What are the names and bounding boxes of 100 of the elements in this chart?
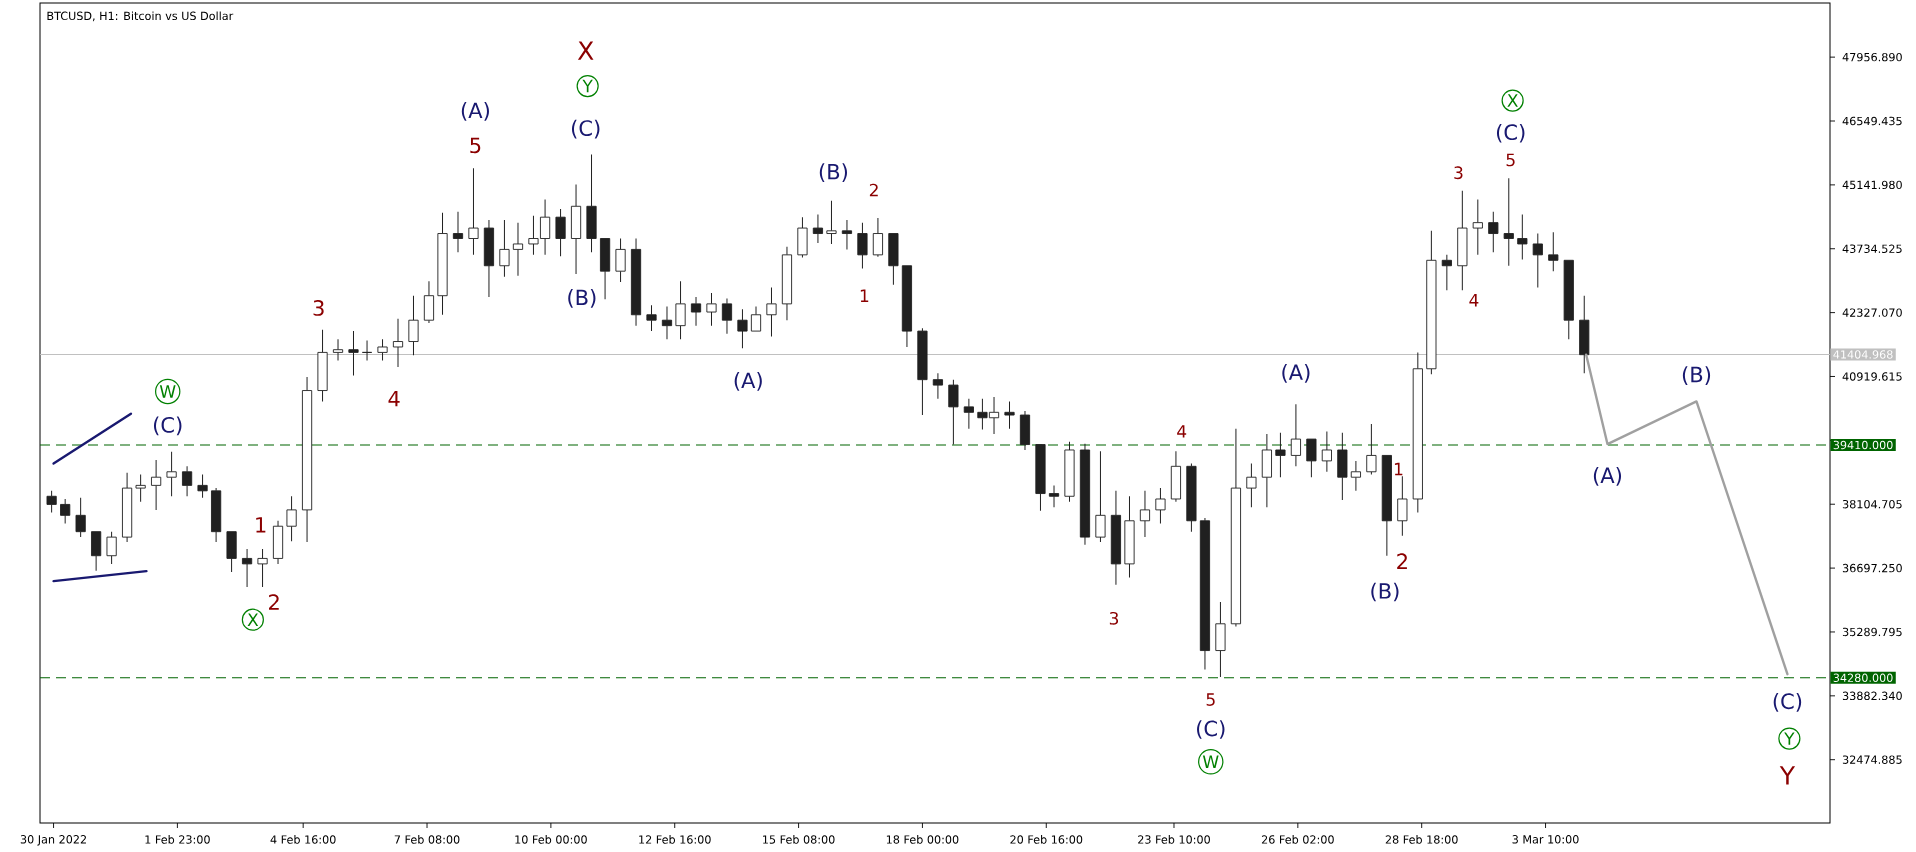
candlestick [1230,428,1242,628]
candlestick [1350,460,1361,492]
annotation: Y [1784,732,1795,745]
candlestick [599,238,611,300]
candlestick [1563,259,1574,340]
candlestick [1337,432,1348,501]
x-tick-label: 4 Feb 16:00 [270,835,336,844]
candlestick [1261,433,1272,508]
candlestick [901,265,913,348]
candlestick [91,531,102,572]
candlestick [1290,403,1301,467]
annotation: (C) [153,416,182,436]
candlestick [151,459,162,511]
candlestick [437,212,448,316]
candlestick [1155,487,1166,524]
annotation: X [247,613,259,626]
candlestick [1170,450,1182,503]
candlestick [555,208,566,257]
y-tick-label: 33882.340 [1842,691,1902,701]
candlestick [75,497,86,538]
candlestick [211,487,222,543]
candlestick [1381,454,1392,557]
candlestick [1035,444,1046,512]
annotation: (B) [568,289,596,308]
candlestick [812,213,824,244]
candlestick [1079,443,1091,546]
candlestick [1306,438,1317,478]
candlestick [1246,463,1257,508]
candlestick [46,490,57,514]
candlestick [60,498,71,524]
candlestick [468,167,479,256]
ref-line-label: 41404.968 [1833,350,1893,359]
candlestick [675,280,686,340]
candlestick [646,304,657,332]
candlestick [872,217,884,258]
y-tick-label: 32474.885 [1842,755,1902,764]
annotation: 4 [1469,294,1479,307]
candlestick [586,154,597,253]
candlestick [857,222,868,269]
candlestick [1215,601,1226,678]
candlestick [361,340,373,362]
candlestick [499,219,510,278]
x-tick-label: 28 Feb 18:00 [1385,835,1458,844]
candlestick [452,211,464,253]
candlestick [1503,177,1514,267]
candlestick [750,306,762,332]
candlestick [1321,430,1332,473]
candlestick [286,495,297,542]
candlestick [1019,410,1031,451]
x-tick-label: 20 Feb 16:00 [1010,835,1083,844]
candlestick [797,216,808,259]
candlestick [661,306,673,340]
ref-line-label: 34280.000 [1833,673,1893,683]
annotation: (A) [461,102,489,121]
candlestick [1579,295,1590,374]
y-tick-label: 38104.705 [1842,499,1902,509]
annotation: (B) [819,163,848,183]
candlestick [1532,233,1543,289]
annotation: (A) [1593,466,1622,486]
y-tick-label: 46549.435 [1842,116,1902,126]
annotation: W [159,385,176,398]
candlestick [888,233,899,286]
x-tick-label: 18 Feb 00:00 [886,835,959,844]
annotation: (B) [1682,366,1711,385]
candlestick [1004,400,1015,430]
annotation: 5 [1506,153,1515,167]
annotation: 1 [1394,462,1403,476]
x-tick-label: 12 Feb 16:00 [639,835,711,844]
candlestick [781,246,793,321]
candlestick [570,184,582,275]
annotation: 4 [388,391,400,407]
x-tick-label: 10 Feb 00:00 [515,835,587,844]
candlestick [1275,432,1286,478]
candlestick [932,372,943,400]
x-tick-label: 26 Feb 02:00 [1261,835,1334,844]
candlestick [181,465,193,497]
x-tick-label: 30 Jan 2022 [20,835,86,846]
y-tick-label: 35289.795 [1842,627,1902,637]
annotation: 3 [313,300,324,316]
candlestick [348,330,359,377]
candlestick [512,222,524,277]
annotation: 2 [869,183,878,197]
annotation: (C) [1197,720,1225,739]
annotation: 5 [470,137,481,154]
annotation: 3 [1454,166,1463,180]
candlestick [1139,490,1151,538]
y-tick-label: 47956.890 [1842,52,1902,62]
candlestick [392,318,404,368]
candlestick [272,520,284,565]
candlestick [1110,490,1122,586]
candlestick [241,548,253,588]
annotation: Y [582,79,593,93]
y-tick-label: 40919.615 [1842,372,1902,381]
annotation: 2 [1397,553,1407,569]
candlestick [690,296,702,327]
candlestick [1457,190,1468,291]
candlestick [721,297,733,335]
y-tick-label: 45141.980 [1842,180,1902,190]
candlestick [1517,213,1528,260]
annotation: 3 [1109,611,1119,625]
